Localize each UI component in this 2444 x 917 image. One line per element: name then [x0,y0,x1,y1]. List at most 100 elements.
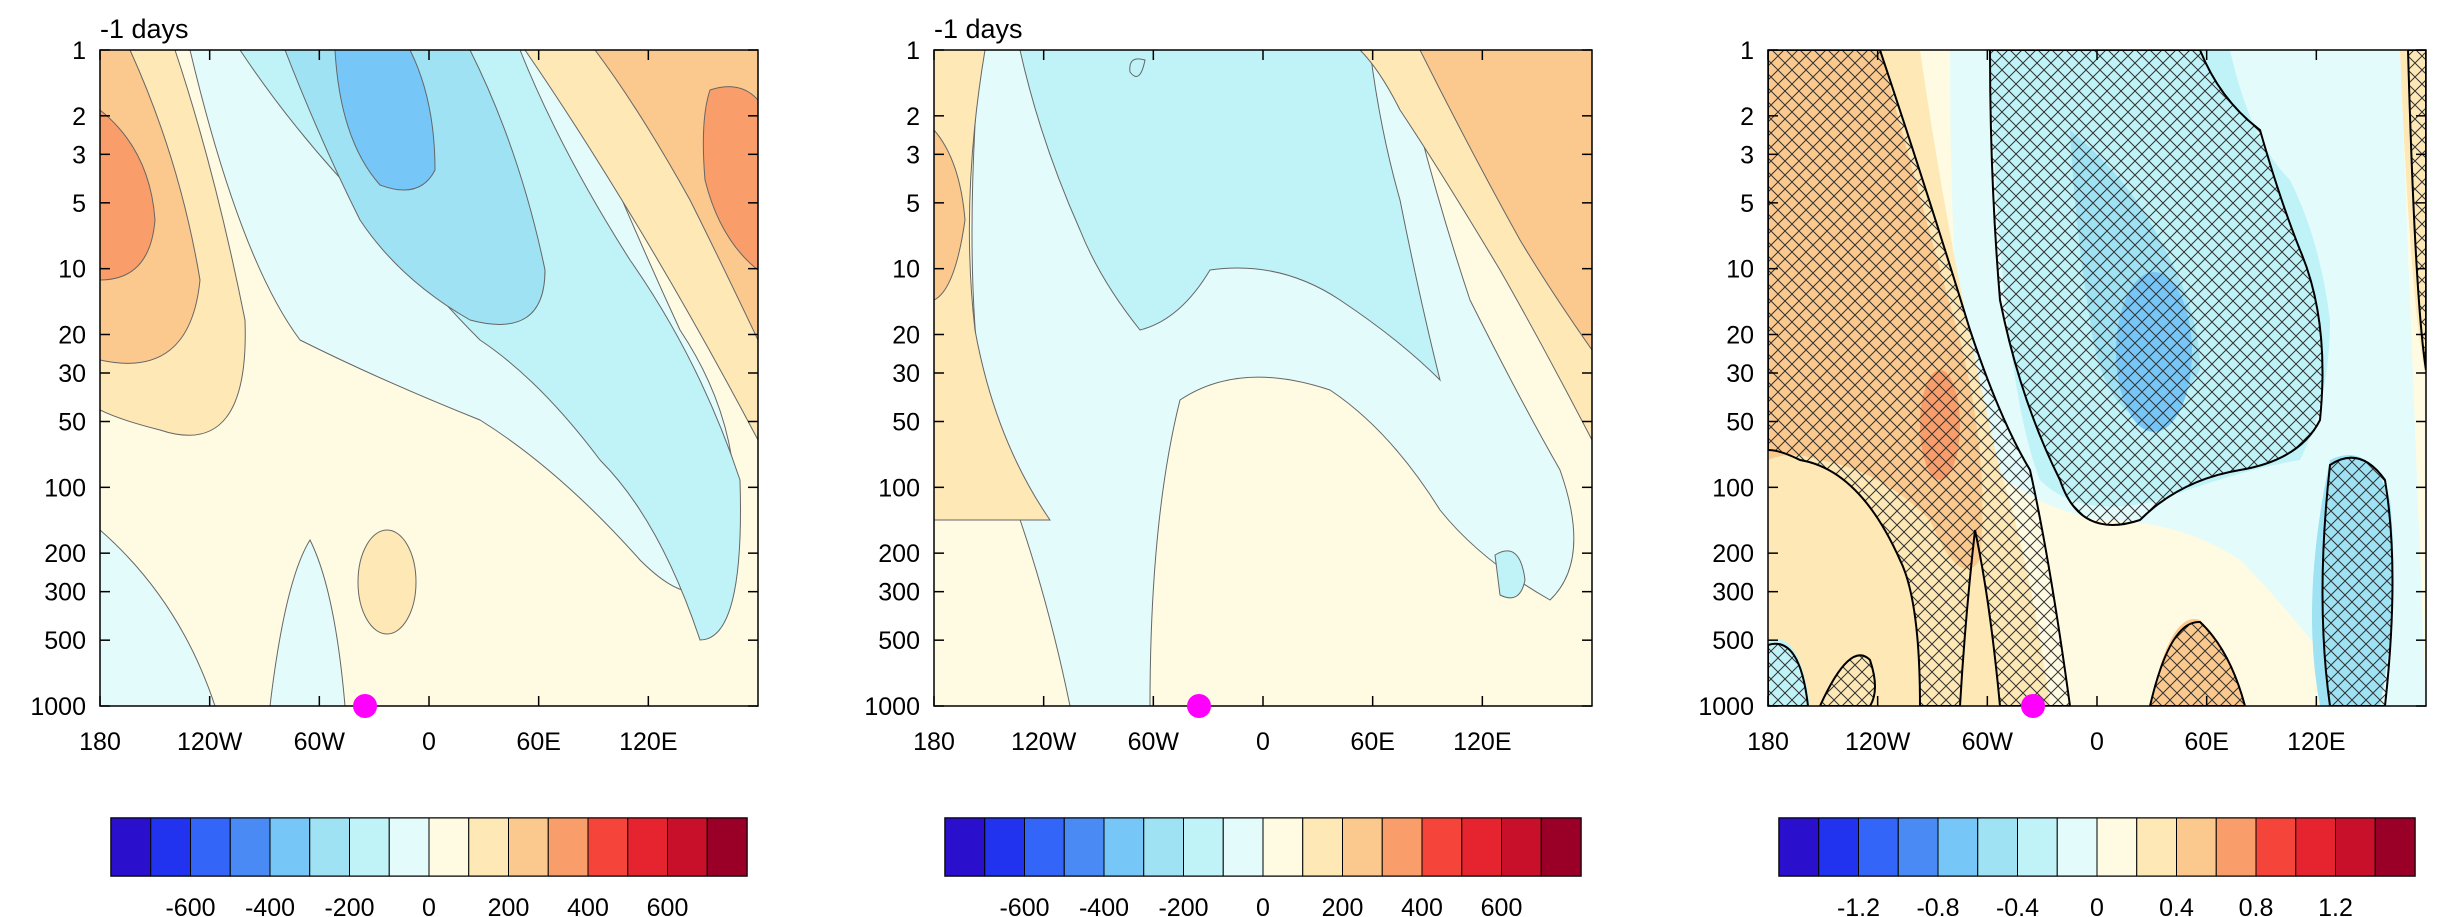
colorbar-2-swatch [944,817,986,877]
panel-2-region-plus-200 [934,129,966,301]
colorbar-1-swatch [706,817,748,877]
panel-2-region-plus-100 [934,50,1051,521]
panel-2-field [934,50,1592,706]
colorbar-1-label: -600 [165,894,215,917]
colorbar-2-swatch [1461,817,1502,877]
colorbar-1-label: -200 [324,894,374,917]
colorbar-3-swatch [2017,817,2058,877]
panel-2-y-tick-label: 100 [878,474,920,502]
panel-2-y-tick-label: 3 [906,141,920,169]
panel-3-y-tick-label: 50 [1726,409,1754,437]
panel-3-y-tick-label: 200 [1712,540,1754,568]
colorbar-3-swatch [1818,817,1859,877]
colorbar-1-swatch [508,817,549,877]
panel-2-y-tick-label: 20 [892,321,920,349]
panel-3-x-tick-label: 180 [1747,728,1789,756]
panel-1-x-tick-label: 60E [516,728,560,756]
panel-2-region-plus-200-right [1419,50,1592,351]
panel-2-x-tick-label: 60W [1128,728,1180,756]
colorbar-2-swatch [1342,817,1383,877]
panel-2-y-tick-label: 500 [878,627,920,655]
colorbar-1-swatch [150,817,191,877]
panel-1-y-tick-label: 10 [58,256,86,284]
colorbar-2-swatch [1421,817,1463,877]
colorbar-2-swatch [1222,817,1264,877]
colorbar-2-label: 200 [1322,894,1364,917]
colorbar-1-swatch [190,817,231,877]
panel-3-y-tick-label: 300 [1712,579,1754,607]
panel-1-y-tick-label: 50 [58,409,86,437]
colorbar-1-swatch [349,817,390,877]
panel-3-x-tick-label: 60E [2184,728,2228,756]
panel-3-x-tick-label: 60W [1962,728,2014,756]
panel-3-y-tick-label: 20 [1726,321,1754,349]
panel-3-hatch-right [2321,456,2394,706]
panel-1-location-marker [353,694,378,718]
panel-1-y-tick-label: 5 [72,190,86,218]
panel-2-y-tick-label: 1000 [864,693,920,721]
panel-3-y-tick-label: 10 [1726,256,1754,284]
panel-2-x-tick-label: 60E [1350,728,1394,756]
colorbar-3-swatch [2374,817,2416,877]
colorbar-3-swatch [2056,817,2098,877]
panel-1-y-tick-label: 30 [58,360,86,388]
colorbar-1-swatch [269,817,311,877]
colorbar-3-label: -0.8 [1916,894,1959,917]
colorbar-1-swatch [627,817,668,877]
panel-3-field [1768,50,2426,706]
colorbar-1-label: 200 [488,894,530,917]
colorbar-2-label: -400 [1079,894,1129,917]
colorbar-1-label: 600 [647,894,689,917]
colorbar-3-label: 0 [2090,894,2104,917]
colorbar-2-swatch [1262,817,1304,877]
colorbar-2-label: 0 [1256,894,1270,917]
panel-1-region-near-surface-2 [269,538,346,706]
panel-2-x-tick-label: 120W [1011,728,1077,756]
panel-1-y-tick-label: 300 [44,579,86,607]
colorbar-2-swatch [1501,817,1542,877]
panel-3-y-tick-label: 5 [1740,190,1754,218]
panel-3-y-tick-label: 2 [1740,103,1754,131]
colorbar-2-swatch [1381,817,1423,877]
colorbar-3-swatch [2215,817,2257,877]
panel-3-y-tick-label: 500 [1712,627,1754,655]
panel-1-region-plus-300-right [702,86,758,271]
colorbar-1-swatch [587,817,629,877]
colorbar-1-swatch [428,817,470,877]
colorbar-3-swatch [2255,817,2297,877]
panel-2-y-tick-label: 10 [892,256,920,284]
colorbar-1-label: -400 [245,894,295,917]
panel-1-x-tick-label: 120W [177,728,243,756]
colorbars: -600 -400 -200 0 200 400 600 -600 -400 -200 0 200 40… [110,817,2416,917]
colorbar-2-swatch [1063,817,1105,877]
panel-1-region-minus-400 [334,50,436,191]
colorbar-2-swatch [1183,817,1224,877]
panel-3-x-tick-label: 120W [1845,728,1911,756]
panel-3-x-tick-label: 0 [2090,728,2104,756]
panel-3-y-tick-label: 30 [1726,360,1754,388]
panel-1-y-tick-label: 2 [72,103,86,131]
colorbar-3-swatch [1897,817,1939,877]
colorbar-1-swatch [468,817,509,877]
panel-1-field [100,50,758,706]
panel-3-hatch-right-edge [2406,50,2426,371]
panel-3-x-tick-label: 120E [2287,728,2345,756]
colorbar-3-swatch [1937,817,1979,877]
panel-1-y-tick-label: 100 [44,474,86,502]
colorbar-1-swatch [667,817,708,877]
panel-1-region-plus-300 [100,109,156,281]
panel-2-y-tick-label: 1 [906,37,920,65]
panel-3: 180 120W 60W 0 60E 120E 1 2 3 5 10 20 30 50 100 200 300 5… [1698,37,2427,756]
colorbar-3-swatch [2335,817,2376,877]
colorbar-3-swatch [1977,817,2018,877]
colorbar-1-swatch [309,817,350,877]
colorbar-3-swatch [2176,817,2217,877]
panel-1-axes: -1 days 180 120W 60W 0 60E 120E 1 2 3 5 10 20 30 50 100… [30,14,758,756]
colorbar-3-label: -1.2 [1837,894,1880,917]
panel-2-x-tick-label: 180 [913,728,955,756]
panel-1: -1 days 180 120W 60W 0 60E 120E 1 2 3 5 10 20 30 50 100… [30,14,759,756]
colorbar-2-swatch [1143,817,1184,877]
panel-1-title: -1 days [100,14,189,44]
panel-3-y-tick-label: 1 [1740,37,1754,65]
